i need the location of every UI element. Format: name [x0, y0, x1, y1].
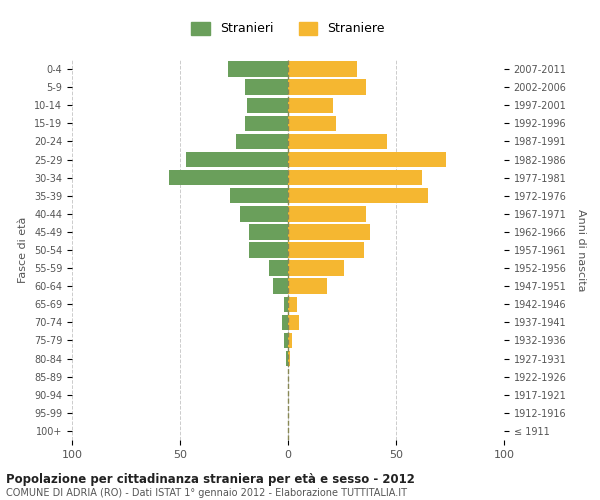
Bar	[288, 242, 364, 258]
Bar	[288, 206, 366, 222]
Bar	[249, 224, 288, 240]
Bar	[288, 80, 366, 95]
Bar	[288, 116, 335, 131]
Bar	[288, 152, 446, 167]
Bar	[288, 333, 292, 348]
Bar	[288, 188, 428, 204]
Bar	[288, 314, 299, 330]
Bar	[284, 296, 288, 312]
Bar	[288, 170, 422, 186]
Bar	[288, 260, 344, 276]
Legend: Stranieri, Straniere: Stranieri, Straniere	[186, 17, 390, 40]
Bar	[187, 152, 288, 167]
Bar	[288, 224, 370, 240]
Bar	[288, 296, 296, 312]
Bar	[288, 62, 357, 76]
Bar	[269, 260, 288, 276]
Bar	[288, 98, 334, 113]
Bar	[236, 134, 288, 149]
Text: COMUNE DI ADRIA (RO) - Dati ISTAT 1° gennaio 2012 - Elaborazione TUTTITALIA.IT: COMUNE DI ADRIA (RO) - Dati ISTAT 1° gen…	[6, 488, 407, 498]
Bar	[288, 134, 388, 149]
Bar	[245, 116, 288, 131]
Bar	[241, 206, 288, 222]
Bar	[247, 98, 288, 113]
Bar	[288, 278, 327, 294]
Bar	[286, 351, 288, 366]
Text: Popolazione per cittadinanza straniera per età e sesso - 2012: Popolazione per cittadinanza straniera p…	[6, 472, 415, 486]
Y-axis label: Fasce di età: Fasce di età	[19, 217, 28, 283]
Bar	[273, 278, 288, 294]
Bar	[288, 351, 290, 366]
Bar	[169, 170, 288, 186]
Bar	[284, 333, 288, 348]
Bar	[230, 188, 288, 204]
Bar	[227, 62, 288, 76]
Bar	[245, 80, 288, 95]
Y-axis label: Anni di nascita: Anni di nascita	[576, 209, 586, 291]
Bar	[249, 242, 288, 258]
Bar	[281, 314, 288, 330]
